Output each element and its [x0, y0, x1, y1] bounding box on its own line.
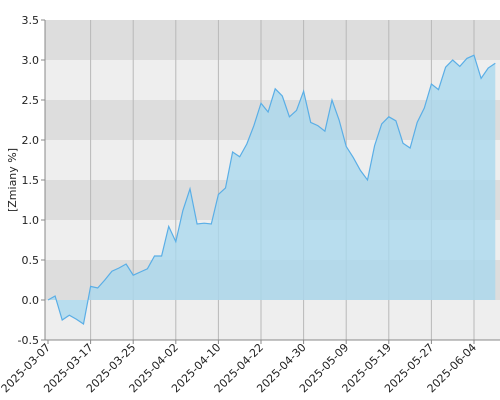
- line: [47, 54, 496, 326]
- y-tick-label: 2.5: [22, 94, 40, 107]
- y-tick-label: 2.0: [22, 134, 40, 147]
- y-tick-label: 0.5: [22, 254, 40, 267]
- y-tick-label: 3.0: [22, 54, 40, 67]
- y-axis-label: [Zmiany %]: [6, 148, 19, 212]
- y-tick-label: 0.0: [22, 294, 40, 307]
- y-tick-label: -0.5: [18, 334, 39, 347]
- y-tick-label: 1.5: [22, 174, 40, 187]
- y-tick-label: 1.0: [22, 214, 40, 227]
- band: [45, 20, 500, 60]
- y-tick-label: 3.5: [22, 14, 40, 27]
